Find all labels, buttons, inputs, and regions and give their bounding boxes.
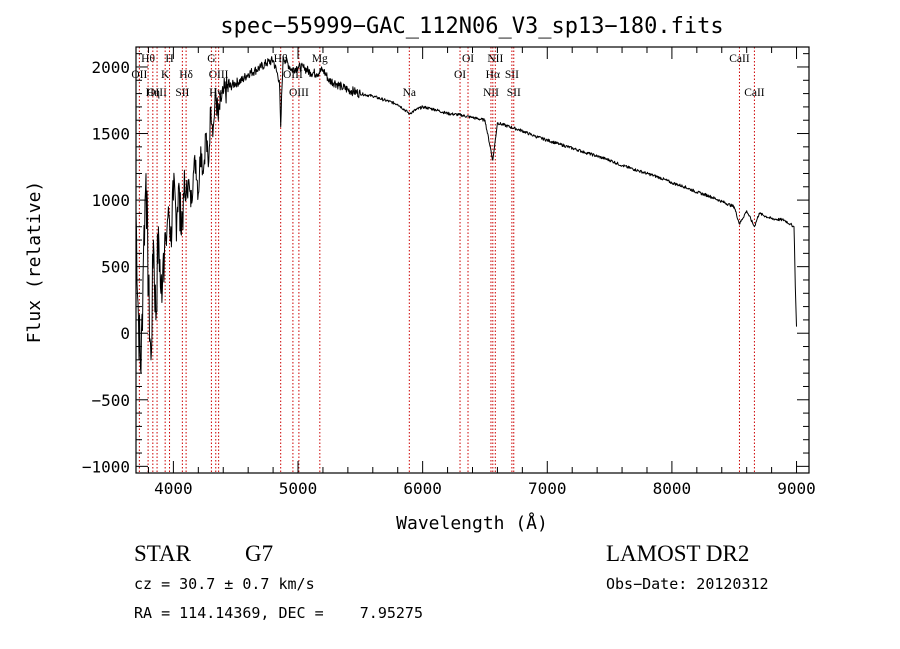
marker-label: Na [403,87,416,99]
y-tick-label: −500 [91,391,130,410]
marker-label: CaII [744,87,765,99]
chart-title: spec−55999−GAC_112N06_V3_sp13−180.fits [220,14,723,39]
marker-label: H [165,53,173,65]
spectrum-series [135,55,797,374]
spectral-line-markers: HθOIIOIIIHηKHHδSIIGOIIIHγHβOIIIOIIIMgNaO… [131,47,765,473]
marker-label: SII [505,69,519,81]
x-tick-label: 5000 [279,479,318,498]
marker-label: G [207,53,215,65]
y-tick-label: −1000 [82,457,130,476]
x-tick-label: 8000 [653,479,692,498]
marker-label: NII [487,53,503,65]
x-axis-label: Wavelength (Å) [396,512,548,534]
marker-label: Mg [312,53,328,65]
y-axis-label: Flux (relative) [24,181,45,344]
marker-label: Hα [486,69,500,81]
marker-label: OI [462,53,474,65]
marker-label: Hη [146,87,160,99]
plot-axes: 4000 5000 6000 7000 8000 9000 −1000 −500 0 500 100… [82,46,816,498]
marker-label: OIII [283,69,303,81]
x-tick-label: 7000 [528,479,567,498]
marker-label: OIII [289,87,309,99]
marker-label: OII [131,69,147,81]
survey-name: LAMOST DR2 [606,541,750,566]
y-tick-label: 1000 [91,191,130,210]
marker-label: Hθ [141,53,155,65]
observation-date: Obs−Date: 20120312 [606,575,769,593]
marker-label: SII [507,87,521,99]
object-subclass: G7 [245,541,274,566]
x-tick-label: 4000 [154,479,193,498]
object-type: STAR [134,541,191,566]
spectrum-line [135,55,797,374]
x-tick-label: 6000 [403,479,442,498]
y-tick-label: 2000 [91,58,130,77]
marker-label: SII [175,87,189,99]
y-tick-label: 500 [101,258,130,277]
marker-label: K [161,69,170,81]
x-tick-label: 9000 [777,479,816,498]
marker-label: OI [454,69,466,81]
y-tick-label: 0 [120,324,130,343]
marker-label: Hδ [179,69,193,81]
y-tick-label: 1500 [91,125,130,144]
marker-label: CaII [729,53,750,65]
coordinates: RA = 114.14369, DEC = 7.95275 [134,604,423,622]
marker-label: Hβ [274,53,288,65]
redshift-velocity: cz = 30.7 ± 0.7 km/s [134,575,315,593]
marker-label: NII [483,87,499,99]
plot-frame [135,46,810,474]
spectrum-plot: spec−55999−GAC_112N06_V3_sp13−180.fits W… [24,14,816,534]
marker-label: OIII [147,87,167,99]
marker-label: OIII [209,69,229,81]
